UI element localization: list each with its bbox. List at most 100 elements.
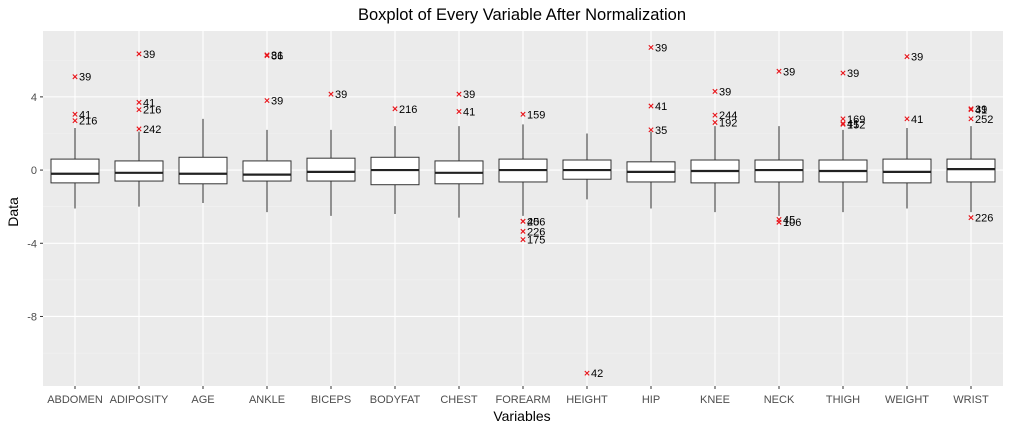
outlier-label: 39 [463,89,475,101]
outlier-point [648,127,654,133]
outlier-point [264,53,270,59]
outlier-label: 39 [655,42,667,54]
outlier-point [72,111,78,117]
outlier-label: 41 [911,114,923,126]
x-axis-title: Variables [493,408,550,424]
outlier-point [136,99,142,105]
outlier-point [968,116,974,122]
outlier-point [840,121,846,127]
box [306,157,356,182]
outlier-label: 216 [79,116,97,128]
outlier-label: 192 [719,117,737,129]
y-tick-label: 0 [31,165,37,177]
box [178,156,228,185]
outlier-point [840,120,846,126]
outlier-label: 39 [79,72,91,84]
outlier-label: 226 [975,213,993,225]
outlier-label: 39 [143,49,155,61]
chart-title: Boxplot of Every Variable After Normaliz… [358,6,686,24]
outlier-point [72,74,78,80]
outlier-point [520,218,526,224]
x-tick-label: THIGH [826,394,860,406]
x-tick-label: HIP [642,394,660,406]
outlier-label: 152 [847,119,865,131]
outlier-label: 159 [527,109,545,121]
y-tick-label: -8 [27,311,37,323]
outlier-label: 39 [975,104,987,116]
outlier-label: 41 [847,118,859,130]
x-tick-label: WEIGHT [885,394,929,406]
x-tick-label: NECK [764,394,795,406]
outlier-label: 39 [271,96,283,108]
outlier-label: 39 [719,86,731,98]
outlier-label: 244 [719,110,737,122]
outlier-point [136,126,142,132]
y-tick-label: 4 [31,92,37,104]
y-axis: 4 0 -4 -8 [27,92,43,323]
outlier-point [520,228,526,234]
outlier-point [264,97,270,104]
outlier-point [840,116,846,122]
outlier-point [136,51,142,57]
outlier-label: 35 [655,125,667,137]
outlier-label: 216 [143,105,161,117]
outlier-label: 42 [591,368,603,380]
outlier-point [968,215,974,221]
outlier-label: 206 [527,216,545,228]
outlier-point [776,68,782,74]
outlier-point [584,370,590,376]
outlier-label: 41 [975,105,987,117]
x-tick-label: BODYFAT [370,394,421,406]
outlier-point [648,103,654,109]
outlier-label: 41 [143,97,155,109]
x-axis: ABDOMEN ADIPOSITY AGE ANKLE BICEPS BODYFAT CHE… [47,386,989,406]
outlier-label: 86 [271,51,283,63]
y-axis-title: Data [5,197,21,227]
outlier-point [712,88,718,94]
box [946,158,996,183]
box [50,158,100,184]
outlier-point [456,108,462,115]
outlier-label: 39 [911,52,923,64]
y-tick-label: -4 [27,238,37,250]
outlier-label: 252 [975,114,993,126]
outlier-point [968,107,974,113]
x-tick-label: WRIST [953,394,989,406]
outlier-label: 45 [783,214,795,226]
outlier-point [648,44,654,51]
x-tick-label: HEIGHT [566,394,608,406]
x-tick-label: KNEE [700,394,730,406]
outlier-point [840,70,846,76]
outlier-label: 106 [783,217,801,229]
outlier-label: 45 [527,216,539,228]
outlier-label: 39 [847,68,859,80]
outlier-label: 242 [143,124,161,136]
outlier-label: 41 [79,109,91,121]
outlier-label: 216 [399,104,417,116]
outlier-label: 226 [527,226,545,238]
outlier-point [968,106,974,112]
x-tick-label: AGE [191,394,214,406]
outlier-point [712,119,718,126]
outlier-point [72,118,78,124]
x-tick-label: BICEPS [311,394,351,406]
outlier-point [328,91,334,97]
outlier-point [520,237,526,243]
x-tick-label: CHEST [440,394,478,406]
outlier-label: 39 [335,89,347,101]
outlier-point [520,111,526,117]
boxes [50,118,996,218]
x-tick-label: ABDOMEN [47,394,103,406]
outlier-point [392,106,398,112]
outlier-point [776,219,782,225]
outlier-point [712,112,718,118]
outlier-label: 41 [655,101,667,113]
outlier-point [264,52,270,58]
box [242,160,292,182]
x-tick-label: ADIPOSITY [110,394,169,406]
outlier-point [136,107,142,113]
box [114,160,164,182]
outlier-label: 169 [847,114,865,126]
